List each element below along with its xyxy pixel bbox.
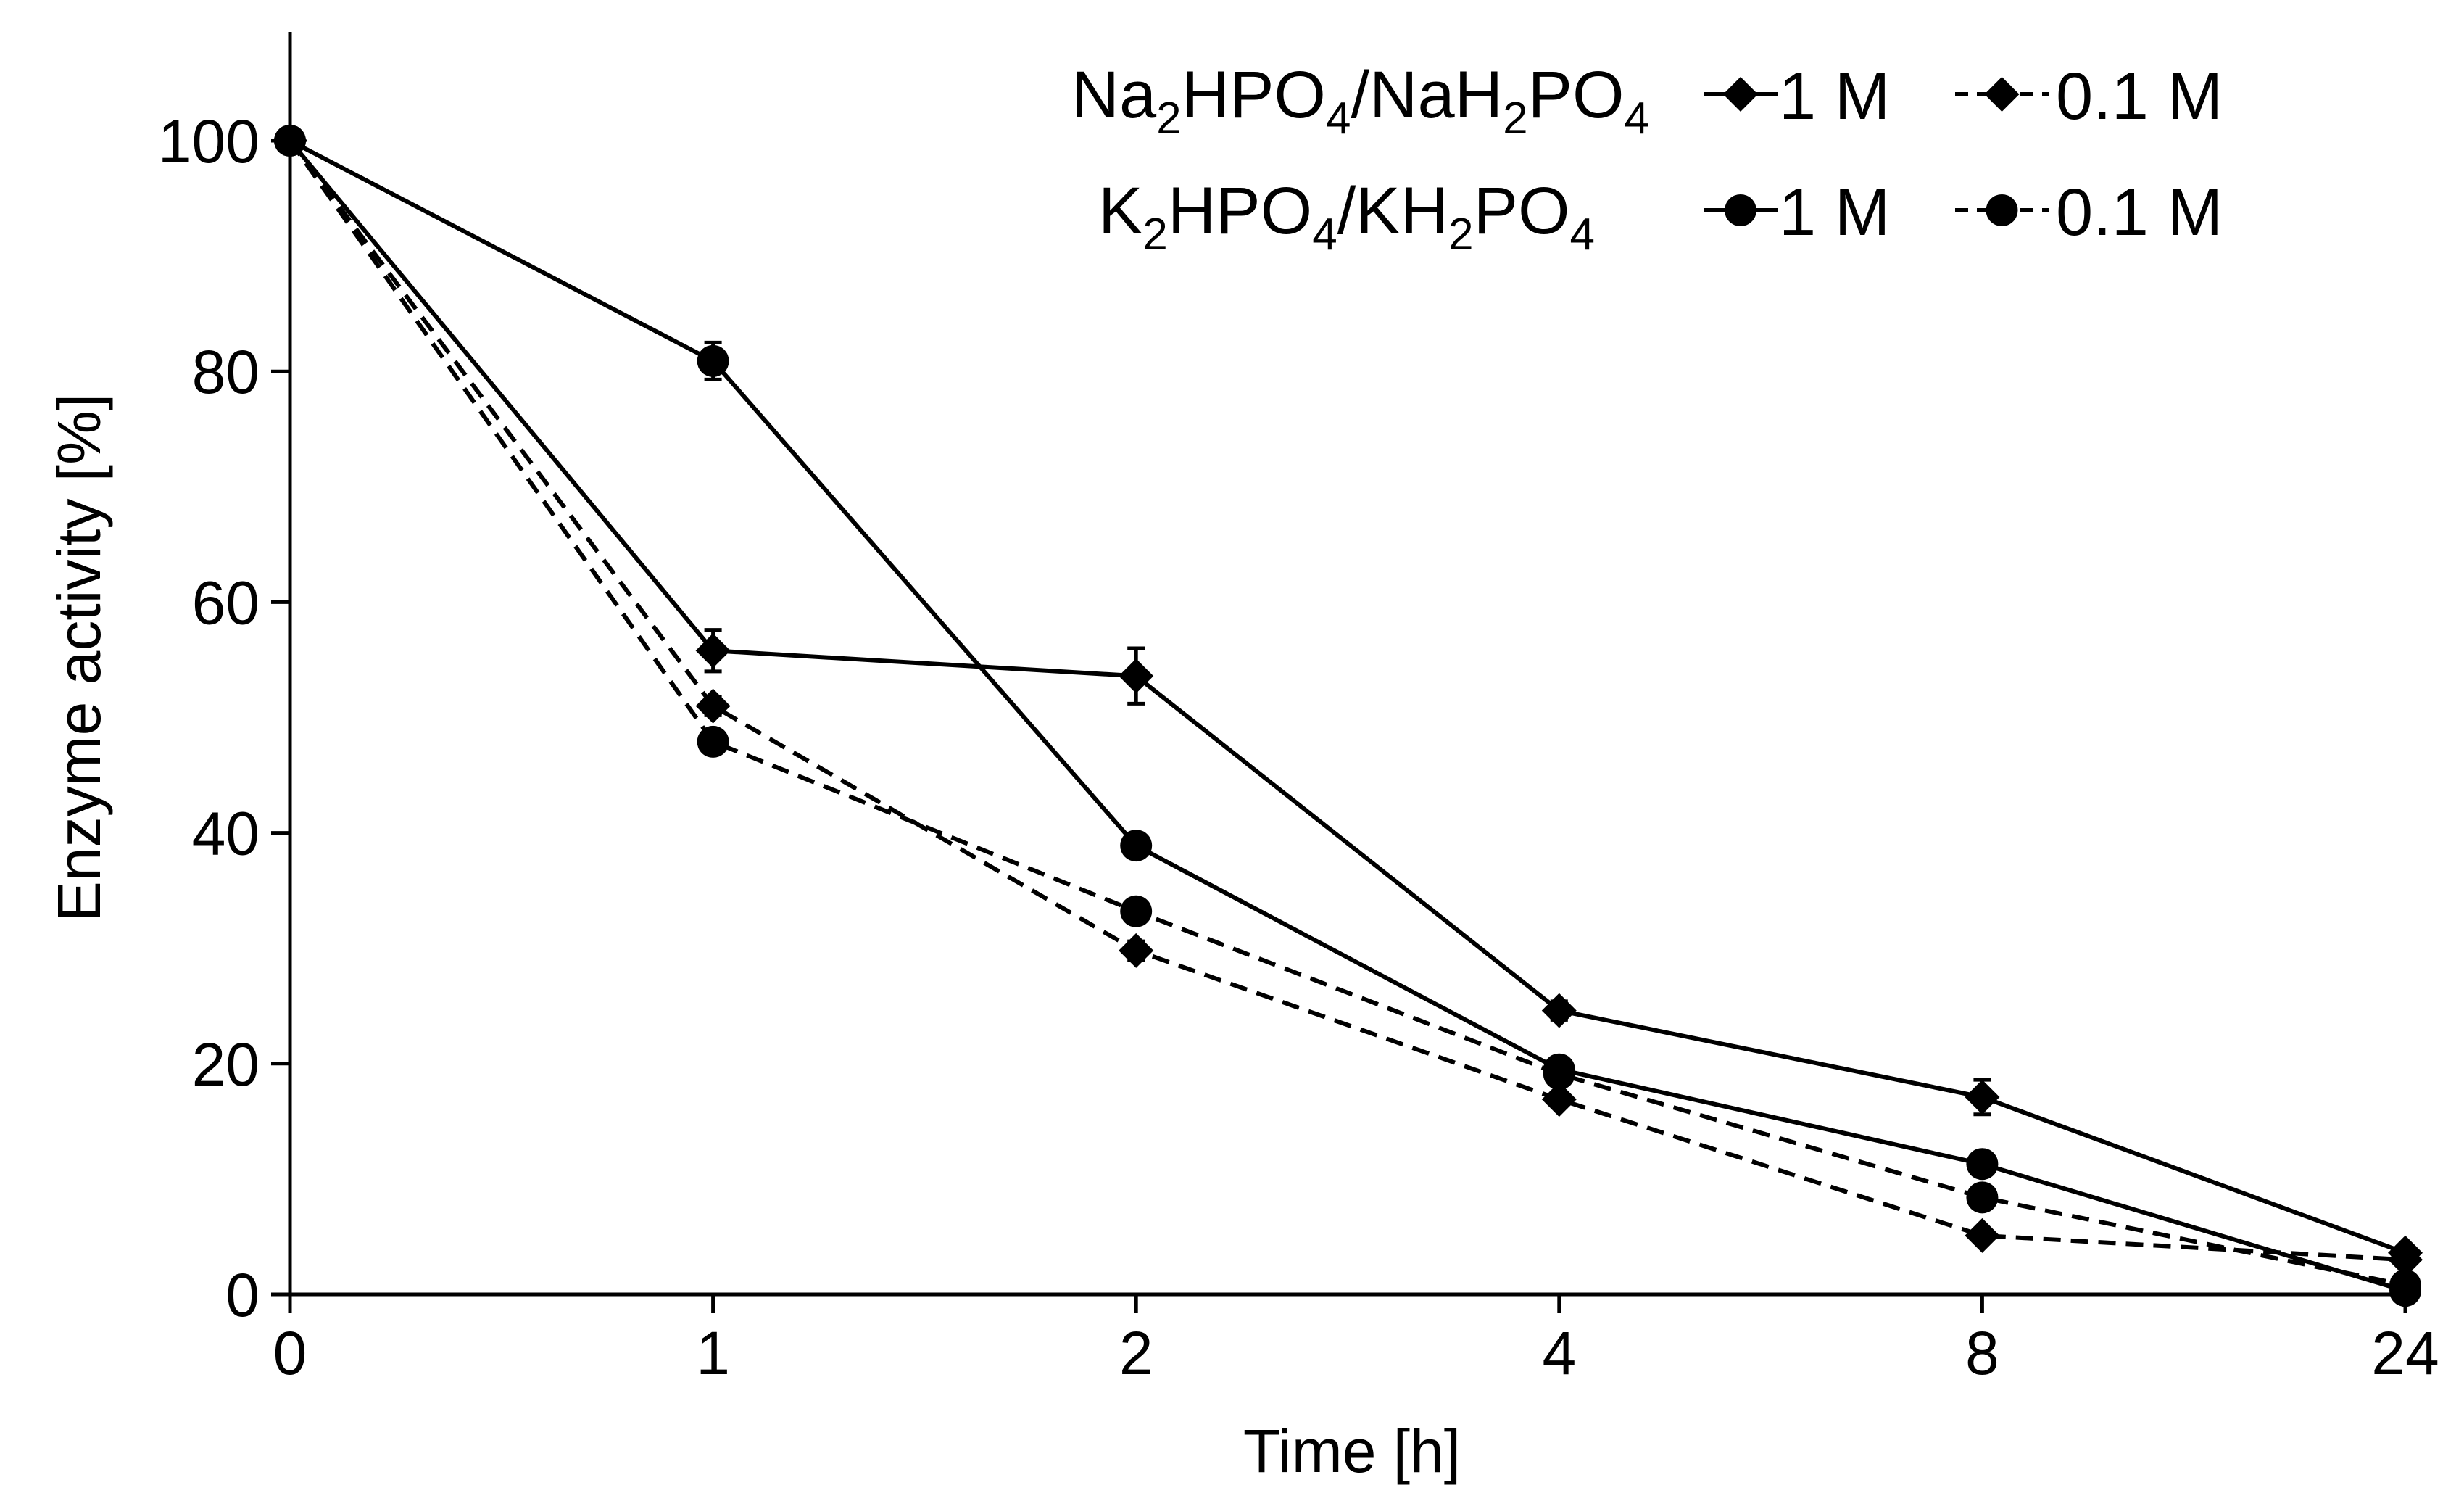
x-tick-label-24: 24: [2371, 1319, 2439, 1387]
y-tick-label-20: 20: [192, 1030, 260, 1099]
series-3-line: [289, 139, 2406, 1294]
legend: Na2HPO4/NaH2PO4 1 M 0.1 M K2HPO4/KH2PO4 1 M 0…: [1071, 58, 2223, 260]
data-point: [697, 344, 729, 377]
x-tick-label-8: 8: [1965, 1319, 1999, 1387]
data-point: [695, 688, 731, 724]
data-point: [274, 125, 306, 157]
series-4: [274, 125, 2421, 1302]
data-point: [1119, 933, 1154, 968]
y-tick-label-100: 100: [158, 107, 260, 175]
series-3: [274, 125, 2421, 1307]
data-point: [2388, 1242, 2423, 1278]
data-point: [697, 725, 729, 758]
data-point: [2389, 1269, 2421, 1302]
legend-row-1: Na2HPO4/NaH2PO4 1 M 0.1 M: [1071, 58, 2223, 144]
x-tick-label-1: 1: [696, 1319, 730, 1387]
y-tick-label-40: 40: [192, 800, 260, 868]
series-1: [273, 123, 2423, 1270]
y-tick-label-0: 0: [225, 1261, 260, 1329]
series-2: [273, 123, 2423, 1278]
y-tick-label-80: 80: [192, 338, 260, 406]
data-point: [1966, 1148, 1999, 1181]
y-axis-title: Enzyme activity [%]: [45, 394, 113, 922]
data-point: [1541, 993, 1577, 1028]
series-2-line: [288, 139, 2406, 1262]
data-point: [1966, 1181, 1999, 1214]
data-point: [1119, 658, 1154, 694]
y-tick-label-60: 60: [192, 569, 260, 637]
legend-sample-solid-marker: [1723, 77, 1758, 112]
series-1-line: [288, 139, 2407, 1255]
legend-group-label: K2HPO4/KH2PO4: [1098, 174, 1595, 260]
series-4-line: [288, 139, 2406, 1288]
data-point: [1965, 1217, 2000, 1253]
legend-sample-dashed-marker: [1984, 77, 2020, 112]
x-axis-title: Time [h]: [1243, 1417, 1461, 1485]
data-point: [1541, 1082, 1577, 1117]
data-point: [695, 633, 731, 669]
data-point: [1965, 1079, 2000, 1115]
data-point: [1543, 1058, 1575, 1091]
x-tick-label-0: 0: [273, 1319, 307, 1387]
legend-label-solid: 1 M: [1779, 175, 1890, 249]
data-point: [1120, 895, 1153, 927]
data-point: [1120, 830, 1153, 862]
legend-label-dashed: 0.1 M: [2056, 59, 2223, 133]
legend-row-2: K2HPO4/KH2PO4 1 M 0.1 M: [1098, 174, 2223, 260]
legend-group-label: Na2HPO4/NaH2PO4: [1071, 58, 1649, 144]
x-tick-label-4: 4: [1542, 1319, 1576, 1387]
x-tick-label-2: 2: [1119, 1319, 1153, 1387]
legend-sample-dashed-marker: [1986, 194, 2018, 226]
legend-label-solid: 1 M: [1779, 59, 1890, 133]
legend-label-dashed: 0.1 M: [2056, 175, 2223, 249]
series-layer: [273, 123, 2423, 1307]
legend-sample-solid-marker: [1725, 194, 1756, 226]
